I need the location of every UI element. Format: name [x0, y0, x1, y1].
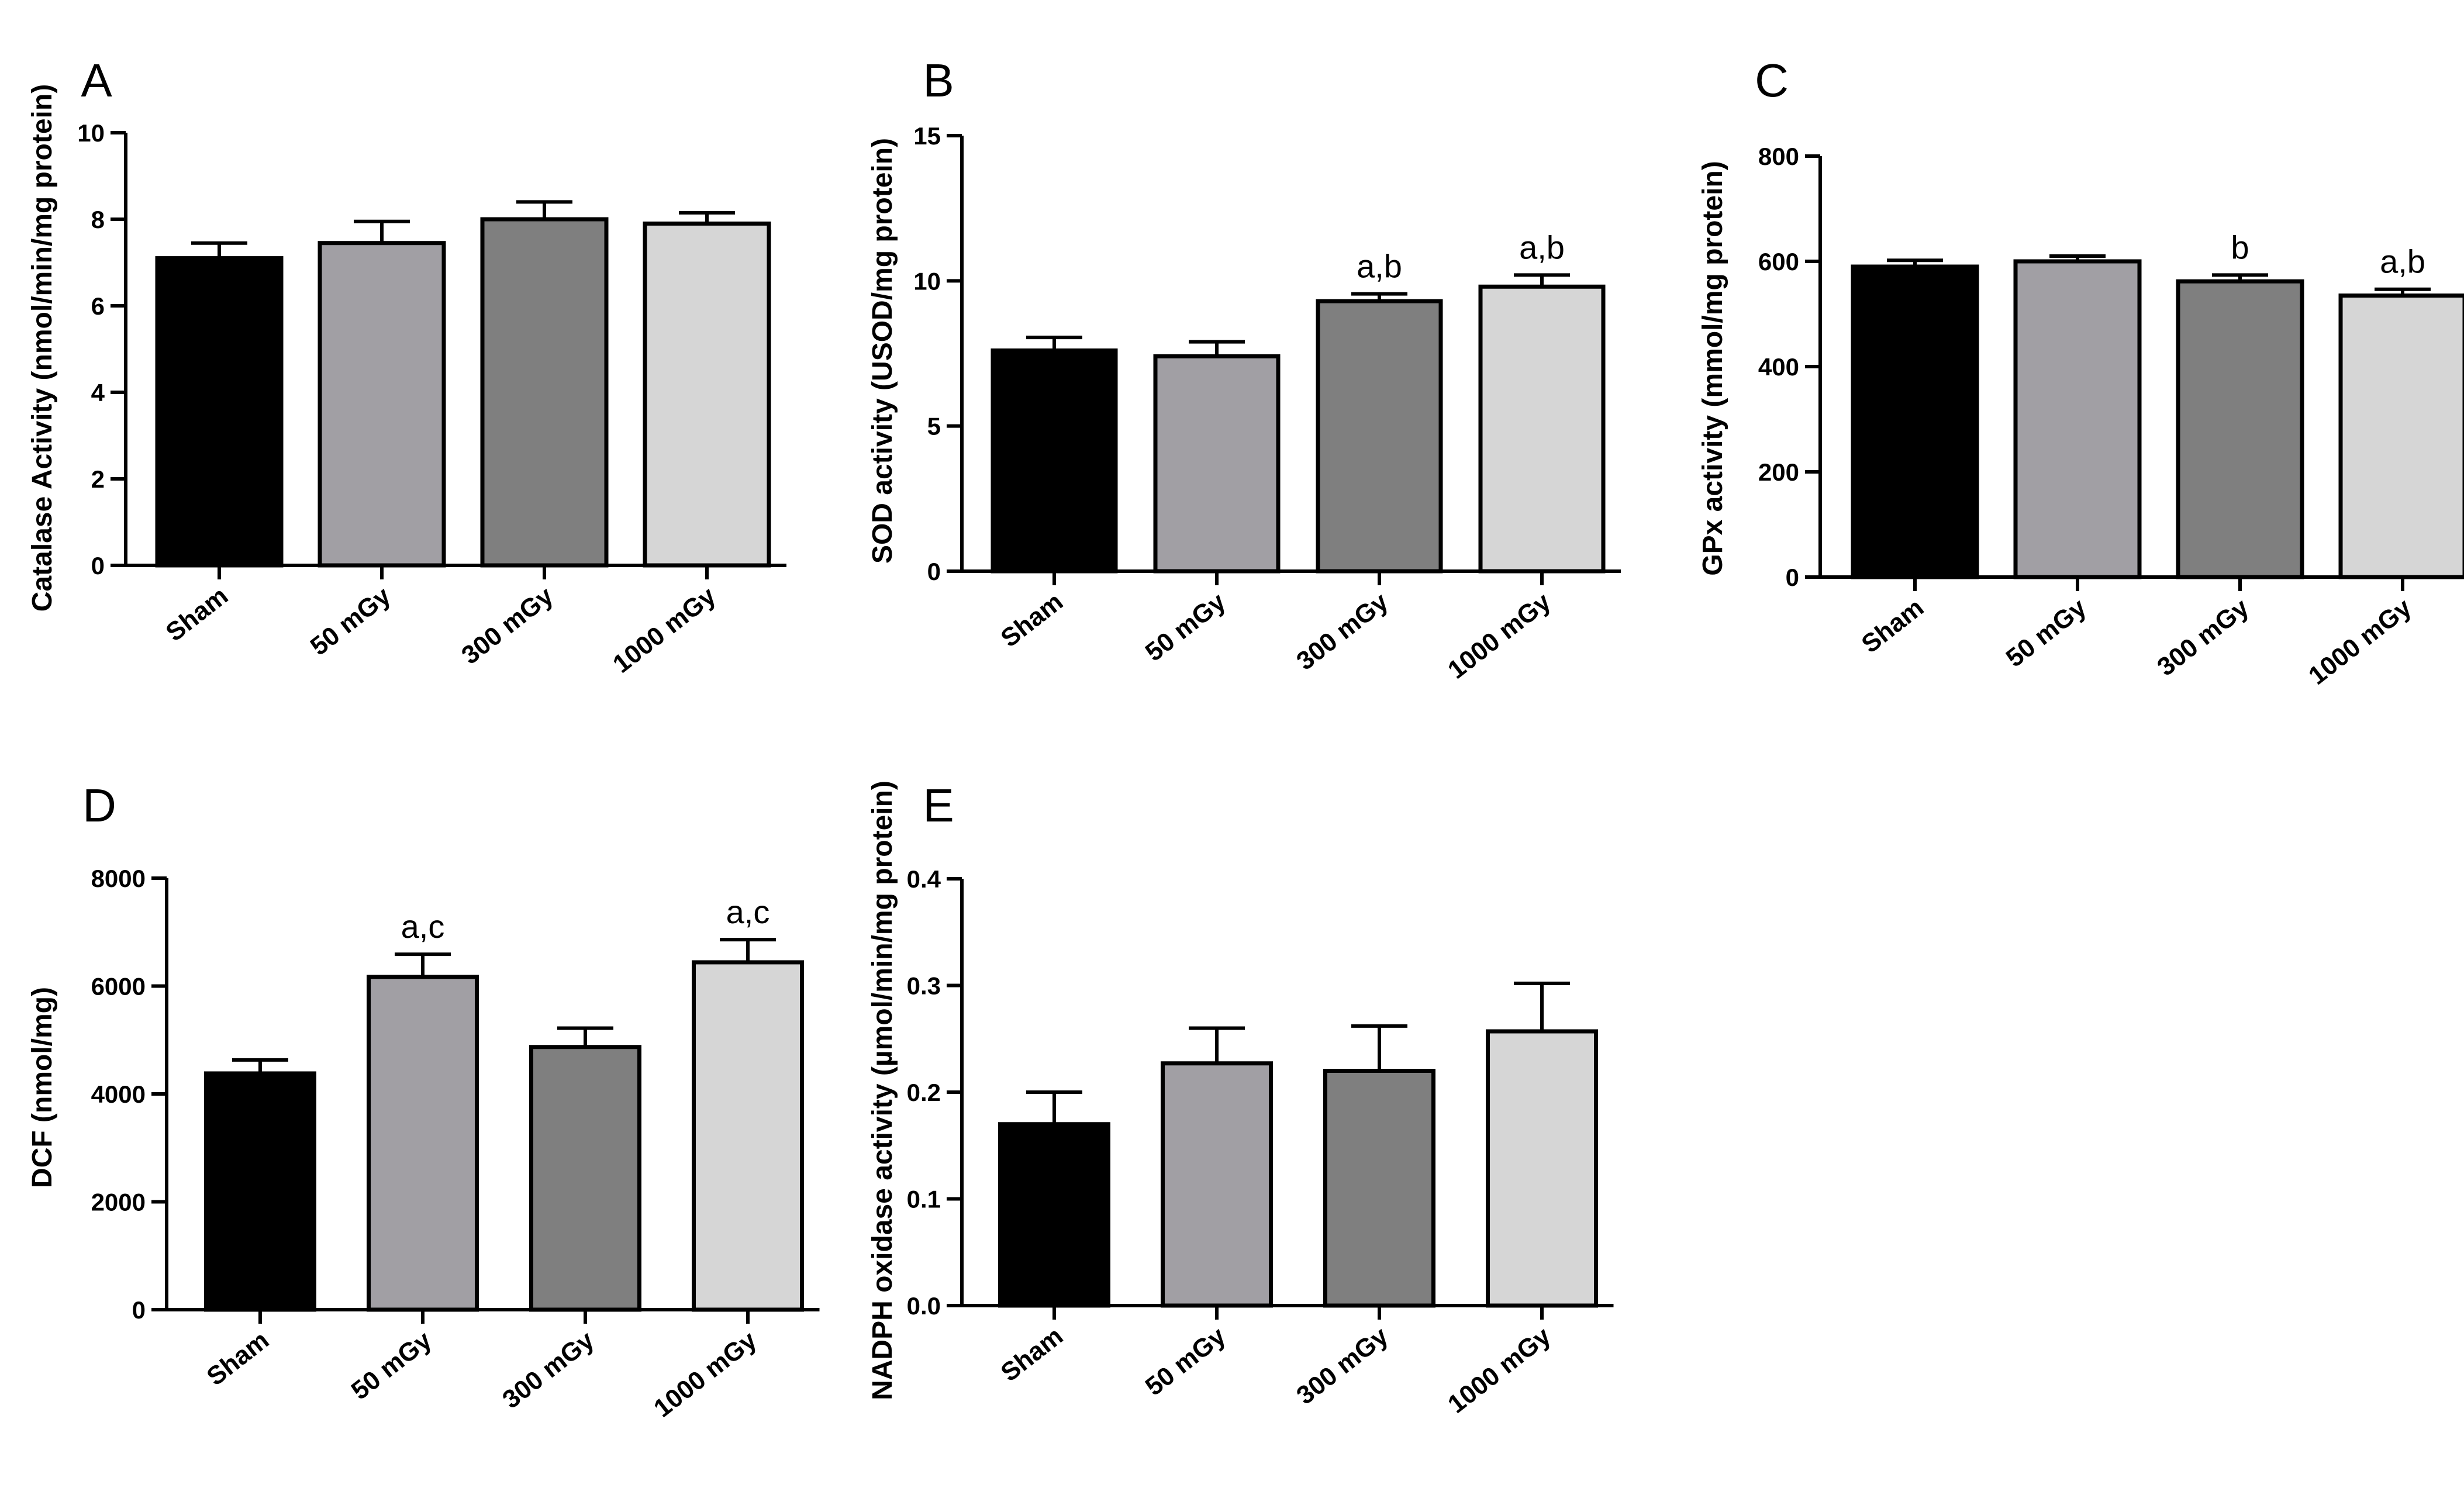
- y-axis-title: SOD activity (USOD/mg protein): [867, 138, 898, 564]
- category-label: 50 mGy: [1140, 587, 1231, 667]
- panel-letter: B: [923, 54, 954, 106]
- bar-sham: [998, 1122, 1110, 1308]
- y-tick-label: 6: [91, 292, 105, 320]
- significance-label: a,c: [726, 893, 770, 930]
- category-label: 1000 mGy: [2303, 593, 2417, 691]
- category-label: Sham: [161, 581, 234, 647]
- bar-sham: [155, 256, 284, 568]
- bar-1000-mgy: [643, 221, 771, 568]
- category-label: Sham: [202, 1325, 275, 1391]
- y-axis-title: GPx activity (mmol/mg protein): [1697, 161, 1728, 575]
- y-tick-label: 0.3: [907, 972, 941, 1000]
- significance-label: a,c: [401, 908, 445, 945]
- bar-sham: [1851, 264, 1979, 579]
- y-tick-label: 8: [91, 206, 105, 233]
- y-tick-label: 6000: [91, 973, 146, 1000]
- bar-1000-mgy: [2338, 294, 2464, 579]
- category-label: 1000 mGy: [1442, 1321, 1556, 1419]
- category-label: Sham: [996, 1321, 1069, 1387]
- y-tick-label: 10: [77, 119, 105, 147]
- panel-c: C 0 200 400 600 800 GPx activity (mmol/mg prot…: [1697, 54, 2464, 691]
- y-tick-label: 5: [927, 413, 941, 440]
- panel-d: D 0 2000 4000 6000 8000 DCF (nmol/mg) Sham a,c 50…: [27, 779, 820, 1423]
- significance-label: a,b: [2380, 243, 2425, 280]
- category-label: 300 mGy: [497, 1325, 599, 1414]
- y-axis-title: NADPH oxidase activity (µmol/min/mg prot…: [867, 781, 898, 1400]
- y-tick-label: 0.0: [907, 1292, 941, 1320]
- category-label: 300 mGy: [1291, 1321, 1393, 1410]
- y-tick-label: 2000: [91, 1189, 146, 1216]
- bar-50-mgy: [1153, 354, 1281, 574]
- bar-sham: [204, 1071, 316, 1312]
- bar-50-mgy: [1161, 1061, 1273, 1308]
- panel-letter: D: [82, 779, 116, 831]
- bar-1000-mgy: [692, 960, 804, 1312]
- y-tick-label: 800: [1758, 143, 1799, 170]
- bar-1000-mgy: [1486, 1029, 1598, 1308]
- category-label: Sham: [1856, 593, 1930, 658]
- category-label: 1000 mGy: [608, 581, 721, 679]
- y-tick-label: 15: [913, 122, 941, 150]
- y-tick-label: 0: [132, 1296, 146, 1324]
- category-label: Sham: [996, 587, 1069, 652]
- bar-1000-mgy: [1478, 284, 1606, 574]
- bar-300-mgy: [480, 217, 609, 568]
- bar-300-mgy: [1316, 299, 1443, 574]
- bar-50-mgy: [318, 241, 446, 568]
- bar-300-mgy: [2176, 279, 2304, 579]
- panel-letter: A: [81, 54, 112, 106]
- bar-sham: [991, 348, 1118, 574]
- category-label: 300 mGy: [456, 581, 558, 670]
- y-tick-label: 4: [91, 379, 105, 406]
- y-tick-label: 0: [927, 558, 941, 585]
- category-label: 300 mGy: [1291, 587, 1393, 676]
- panel-letter: E: [923, 779, 954, 831]
- panel-e: E 0.0 0.1 0.2 0.3 0.4 NADPH oxidase activity (…: [867, 779, 1614, 1419]
- category-label: 50 mGy: [1140, 1321, 1231, 1401]
- y-axis-title: Catalase Activity (nmol/min/mg protein): [27, 84, 58, 612]
- significance-label: a,b: [1357, 248, 1402, 285]
- y-tick-label: 0.1: [907, 1186, 941, 1213]
- y-tick-label: 200: [1758, 458, 1799, 486]
- category-label: 300 mGy: [2152, 593, 2254, 682]
- panel-b: B 0 5 10 15 SOD activity (USOD/mg protein) Sha…: [867, 54, 1621, 685]
- y-tick-label: 2: [91, 465, 105, 493]
- y-tick-label: 0.4: [907, 865, 941, 893]
- y-tick-label: 0: [1786, 564, 1799, 591]
- y-axis-title: DCF (nmol/mg): [27, 987, 58, 1188]
- panel-letter: C: [1755, 54, 1789, 106]
- category-label: 50 mGy: [305, 581, 396, 661]
- significance-label: b: [2231, 229, 2249, 265]
- panel-a: A 0 2 4 6 8 10 Catalase Activity (nmol/min/mg p…: [27, 54, 786, 679]
- y-tick-label: 10: [913, 267, 941, 295]
- bar-300-mgy: [529, 1045, 641, 1312]
- bar-50-mgy: [367, 975, 479, 1312]
- category-label: 50 mGy: [2001, 593, 2092, 673]
- bar-300-mgy: [1323, 1069, 1435, 1308]
- category-label: 1000 mGy: [648, 1325, 762, 1423]
- y-tick-label: 400: [1758, 353, 1799, 381]
- category-label: 50 mGy: [346, 1325, 437, 1406]
- y-tick-label: 0.2: [907, 1079, 941, 1106]
- y-tick-label: 8000: [91, 865, 146, 892]
- y-tick-label: 4000: [91, 1080, 146, 1108]
- significance-label: a,b: [1519, 229, 1565, 265]
- category-label: 1000 mGy: [1442, 587, 1556, 685]
- y-tick-label: 600: [1758, 248, 1799, 275]
- y-tick-label: 0: [91, 552, 105, 579]
- bar-50-mgy: [2013, 259, 2142, 579]
